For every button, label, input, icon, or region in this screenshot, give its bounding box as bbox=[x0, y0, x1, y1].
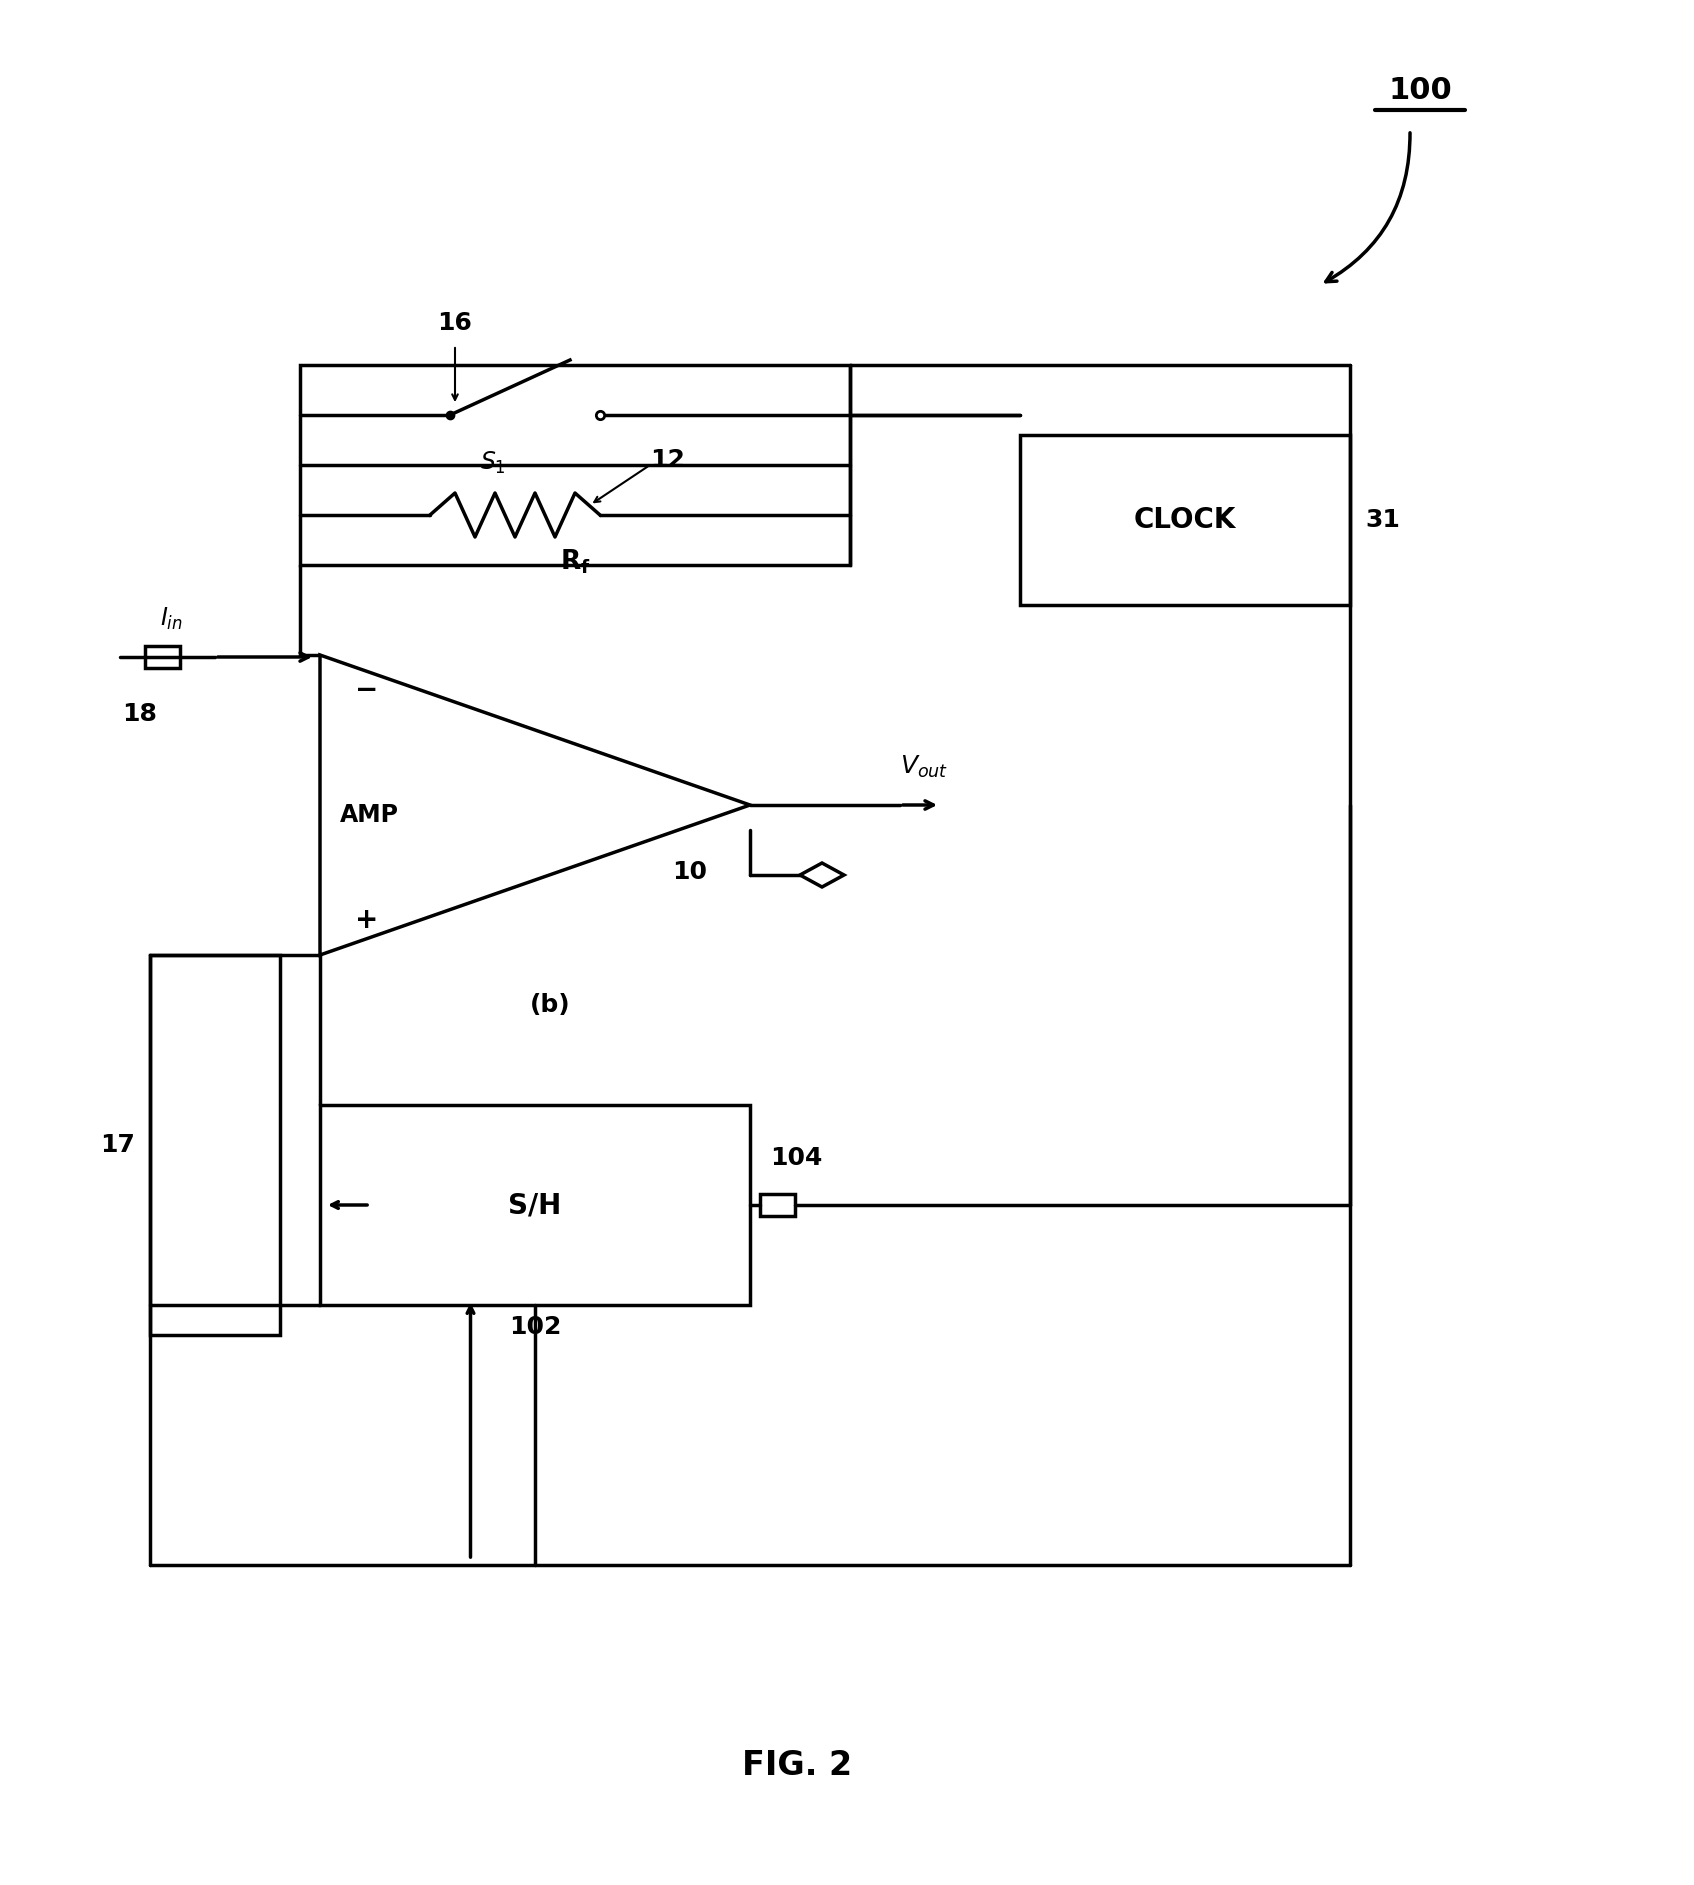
FancyArrowPatch shape bbox=[1326, 132, 1409, 281]
Bar bbox=[761, 1193, 794, 1216]
Text: 31: 31 bbox=[1365, 507, 1399, 532]
Bar bbox=[300, 366, 850, 566]
Text: S/H: S/H bbox=[508, 1191, 562, 1220]
Text: 18: 18 bbox=[122, 701, 158, 726]
Text: 16: 16 bbox=[437, 311, 473, 336]
Text: 100: 100 bbox=[1387, 75, 1452, 106]
Text: $I_{in}$: $I_{in}$ bbox=[159, 605, 183, 631]
Text: $V_{out}$: $V_{out}$ bbox=[900, 754, 949, 780]
Text: 104: 104 bbox=[771, 1146, 822, 1171]
Text: 10: 10 bbox=[673, 860, 708, 884]
Text: $\mathbf{R_f}$: $\mathbf{R_f}$ bbox=[559, 547, 591, 575]
Text: +: + bbox=[356, 907, 378, 933]
Bar bbox=[151, 956, 280, 1335]
Bar bbox=[320, 1105, 750, 1304]
Text: 102: 102 bbox=[508, 1316, 561, 1338]
Text: FIG. 2: FIG. 2 bbox=[742, 1749, 852, 1781]
Text: (b): (b) bbox=[530, 993, 571, 1018]
Text: 17: 17 bbox=[100, 1133, 136, 1157]
Text: 12: 12 bbox=[650, 449, 684, 471]
Text: CLOCK: CLOCK bbox=[1133, 505, 1237, 533]
Bar bbox=[146, 647, 180, 667]
Text: −: − bbox=[356, 677, 378, 703]
Bar bbox=[1020, 435, 1350, 605]
Text: $S_1$: $S_1$ bbox=[479, 451, 507, 477]
Text: AMP: AMP bbox=[340, 803, 400, 828]
